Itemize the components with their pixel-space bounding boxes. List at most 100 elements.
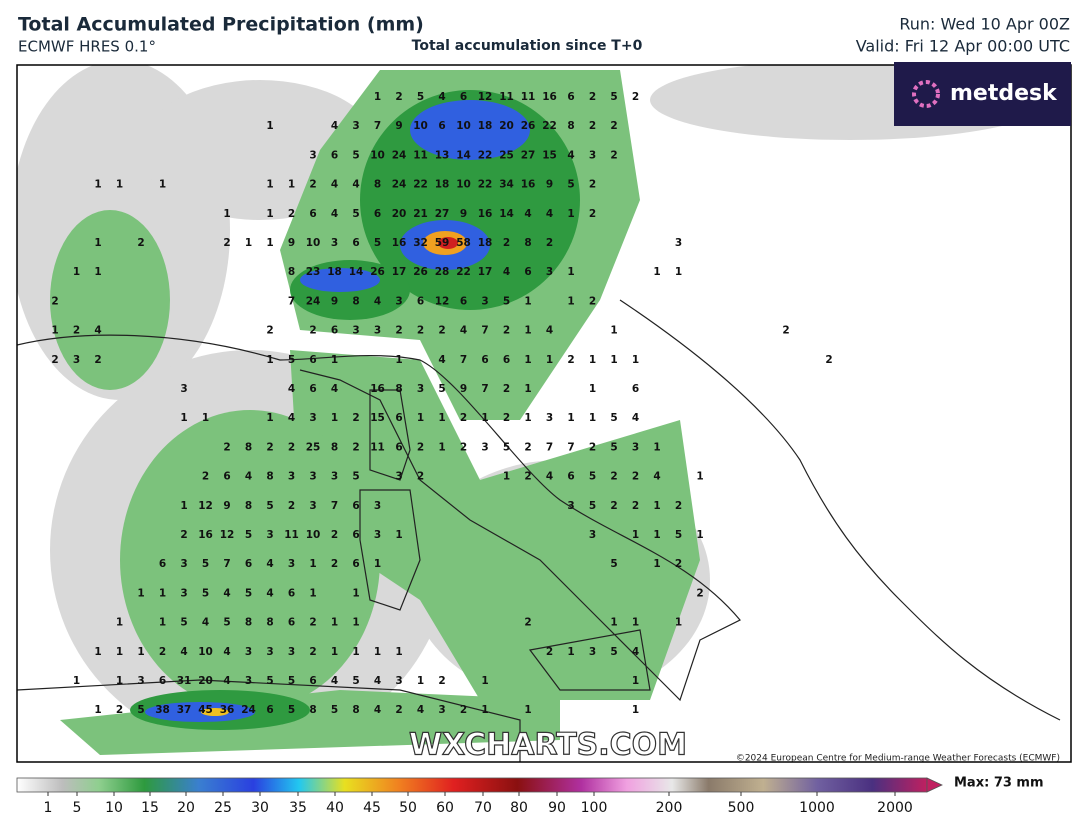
precip-value: 5 — [503, 295, 510, 307]
precip-value: 2 — [180, 529, 187, 541]
precip-value: 2 — [331, 529, 338, 541]
precip-value: 18 — [478, 120, 493, 132]
precip-value: 3 — [309, 471, 316, 483]
precip-value: 5 — [352, 149, 359, 161]
precip-value: 2 — [137, 237, 144, 249]
precip-value: 8 — [266, 617, 273, 629]
precip-value: 2 — [309, 646, 316, 658]
precip-value: 6 — [159, 675, 166, 687]
precip-value: 14 — [456, 149, 471, 161]
precip-value: 6 — [567, 471, 574, 483]
precip-value: 1 — [159, 617, 166, 629]
colorbar-label: 20 — [177, 800, 195, 816]
precip-value: 1 — [417, 412, 424, 424]
precip-value: 1 — [180, 500, 187, 512]
precip-value: 3 — [309, 149, 316, 161]
precip-value: 6 — [352, 237, 359, 249]
precip-value: 22 — [542, 120, 557, 132]
precip-value: 3 — [288, 471, 295, 483]
precip-value: 4 — [331, 675, 338, 687]
precip-value: 3 — [266, 529, 273, 541]
precip-value: 2 — [589, 295, 596, 307]
precip-value: 15 — [370, 412, 385, 424]
precip-value: 4 — [567, 149, 574, 161]
precip-value: 32 — [413, 237, 428, 249]
precip-value: 21 — [413, 208, 428, 220]
precip-value: 6 — [524, 266, 531, 278]
precip-values: 1 2 5 4 6 12 11 11 16 6 2 5 21 4 3 7 9 10 6 10 18 20 26 22 8 2 23 6… — [51, 91, 832, 716]
precip-value: 24 — [392, 149, 407, 161]
precip-value: 2 — [417, 325, 424, 337]
precip-value: 3 — [395, 471, 402, 483]
precip-value: 11 — [499, 91, 514, 103]
precip-value: 2 — [159, 646, 166, 658]
precip-value: 1 — [567, 266, 574, 278]
precip-value: 1 — [352, 646, 359, 658]
precip-value: 5 — [137, 704, 144, 716]
precip-value: 3 — [352, 120, 359, 132]
precip-value: 1 — [288, 179, 295, 191]
precip-value: 6 — [417, 295, 424, 307]
precip-value: 9 — [546, 179, 553, 191]
precip-value: 2 — [503, 237, 510, 249]
precip-value: 1 — [51, 325, 58, 337]
precip-value: 2 — [825, 354, 832, 366]
precip-value: 1 — [266, 179, 273, 191]
precip-value: 22 — [456, 266, 471, 278]
precip-value: 4 — [524, 208, 531, 220]
precip-value: 1 — [481, 675, 488, 687]
precip-value: 2 — [202, 471, 209, 483]
precip-value: 1 — [266, 354, 273, 366]
colorbar-label: 35 — [289, 800, 307, 816]
precip-value: 1 — [331, 354, 338, 366]
precip-value: 5 — [266, 675, 273, 687]
precip-value: 17 — [478, 266, 493, 278]
precip-value: 38 — [155, 704, 170, 716]
precip-value: 27 — [521, 149, 536, 161]
precip-value: 2 — [503, 325, 510, 337]
precip-value: 5 — [288, 354, 295, 366]
precip-value: 5 — [503, 441, 510, 453]
precip-value: 3 — [395, 675, 402, 687]
precip-value: 1 — [696, 529, 703, 541]
precip-value: 2 — [632, 471, 639, 483]
precip-value: 22 — [478, 179, 493, 191]
precip-value: 2 — [51, 354, 58, 366]
precip-value: 6 — [309, 208, 316, 220]
precip-value: 1 — [395, 646, 402, 658]
precip-value: 3 — [245, 675, 252, 687]
precip-value: 16 — [198, 529, 213, 541]
precip-value: 6 — [460, 295, 467, 307]
precip-value: 5 — [202, 587, 209, 599]
precip-value: 1 — [524, 354, 531, 366]
precip-value: 8 — [266, 471, 273, 483]
precip-value: 2 — [288, 208, 295, 220]
precip-value: 1 — [116, 675, 123, 687]
precip-value: 11 — [521, 91, 536, 103]
precip-value: 1 — [137, 646, 144, 658]
precip-value: 1 — [524, 325, 531, 337]
colorbar-label: 5 — [73, 800, 82, 816]
precip-value: 8 — [567, 120, 574, 132]
precip-value: 2 — [610, 149, 617, 161]
precip-value: 2 — [546, 237, 553, 249]
coastlines — [17, 299, 1061, 762]
precip-value: 37 — [177, 704, 192, 716]
precip-value: 36 — [220, 704, 235, 716]
precip-value: 24 — [392, 179, 407, 191]
precip-value: 20 — [392, 208, 407, 220]
precip-value: 1 — [632, 617, 639, 629]
precip-value: 1 — [245, 237, 252, 249]
precip-value: 3 — [438, 704, 445, 716]
precip-value: 34 — [499, 179, 514, 191]
precip-value: 2 — [524, 471, 531, 483]
precip-value: 4 — [374, 295, 381, 307]
precip-value: 6 — [395, 441, 402, 453]
precip-value: 24 — [241, 704, 256, 716]
precip-value: 1 — [524, 383, 531, 395]
precip-value: 2 — [309, 179, 316, 191]
precip-value: 1 — [653, 266, 660, 278]
precip-value: 3 — [73, 354, 80, 366]
precip-value: 1 — [159, 587, 166, 599]
